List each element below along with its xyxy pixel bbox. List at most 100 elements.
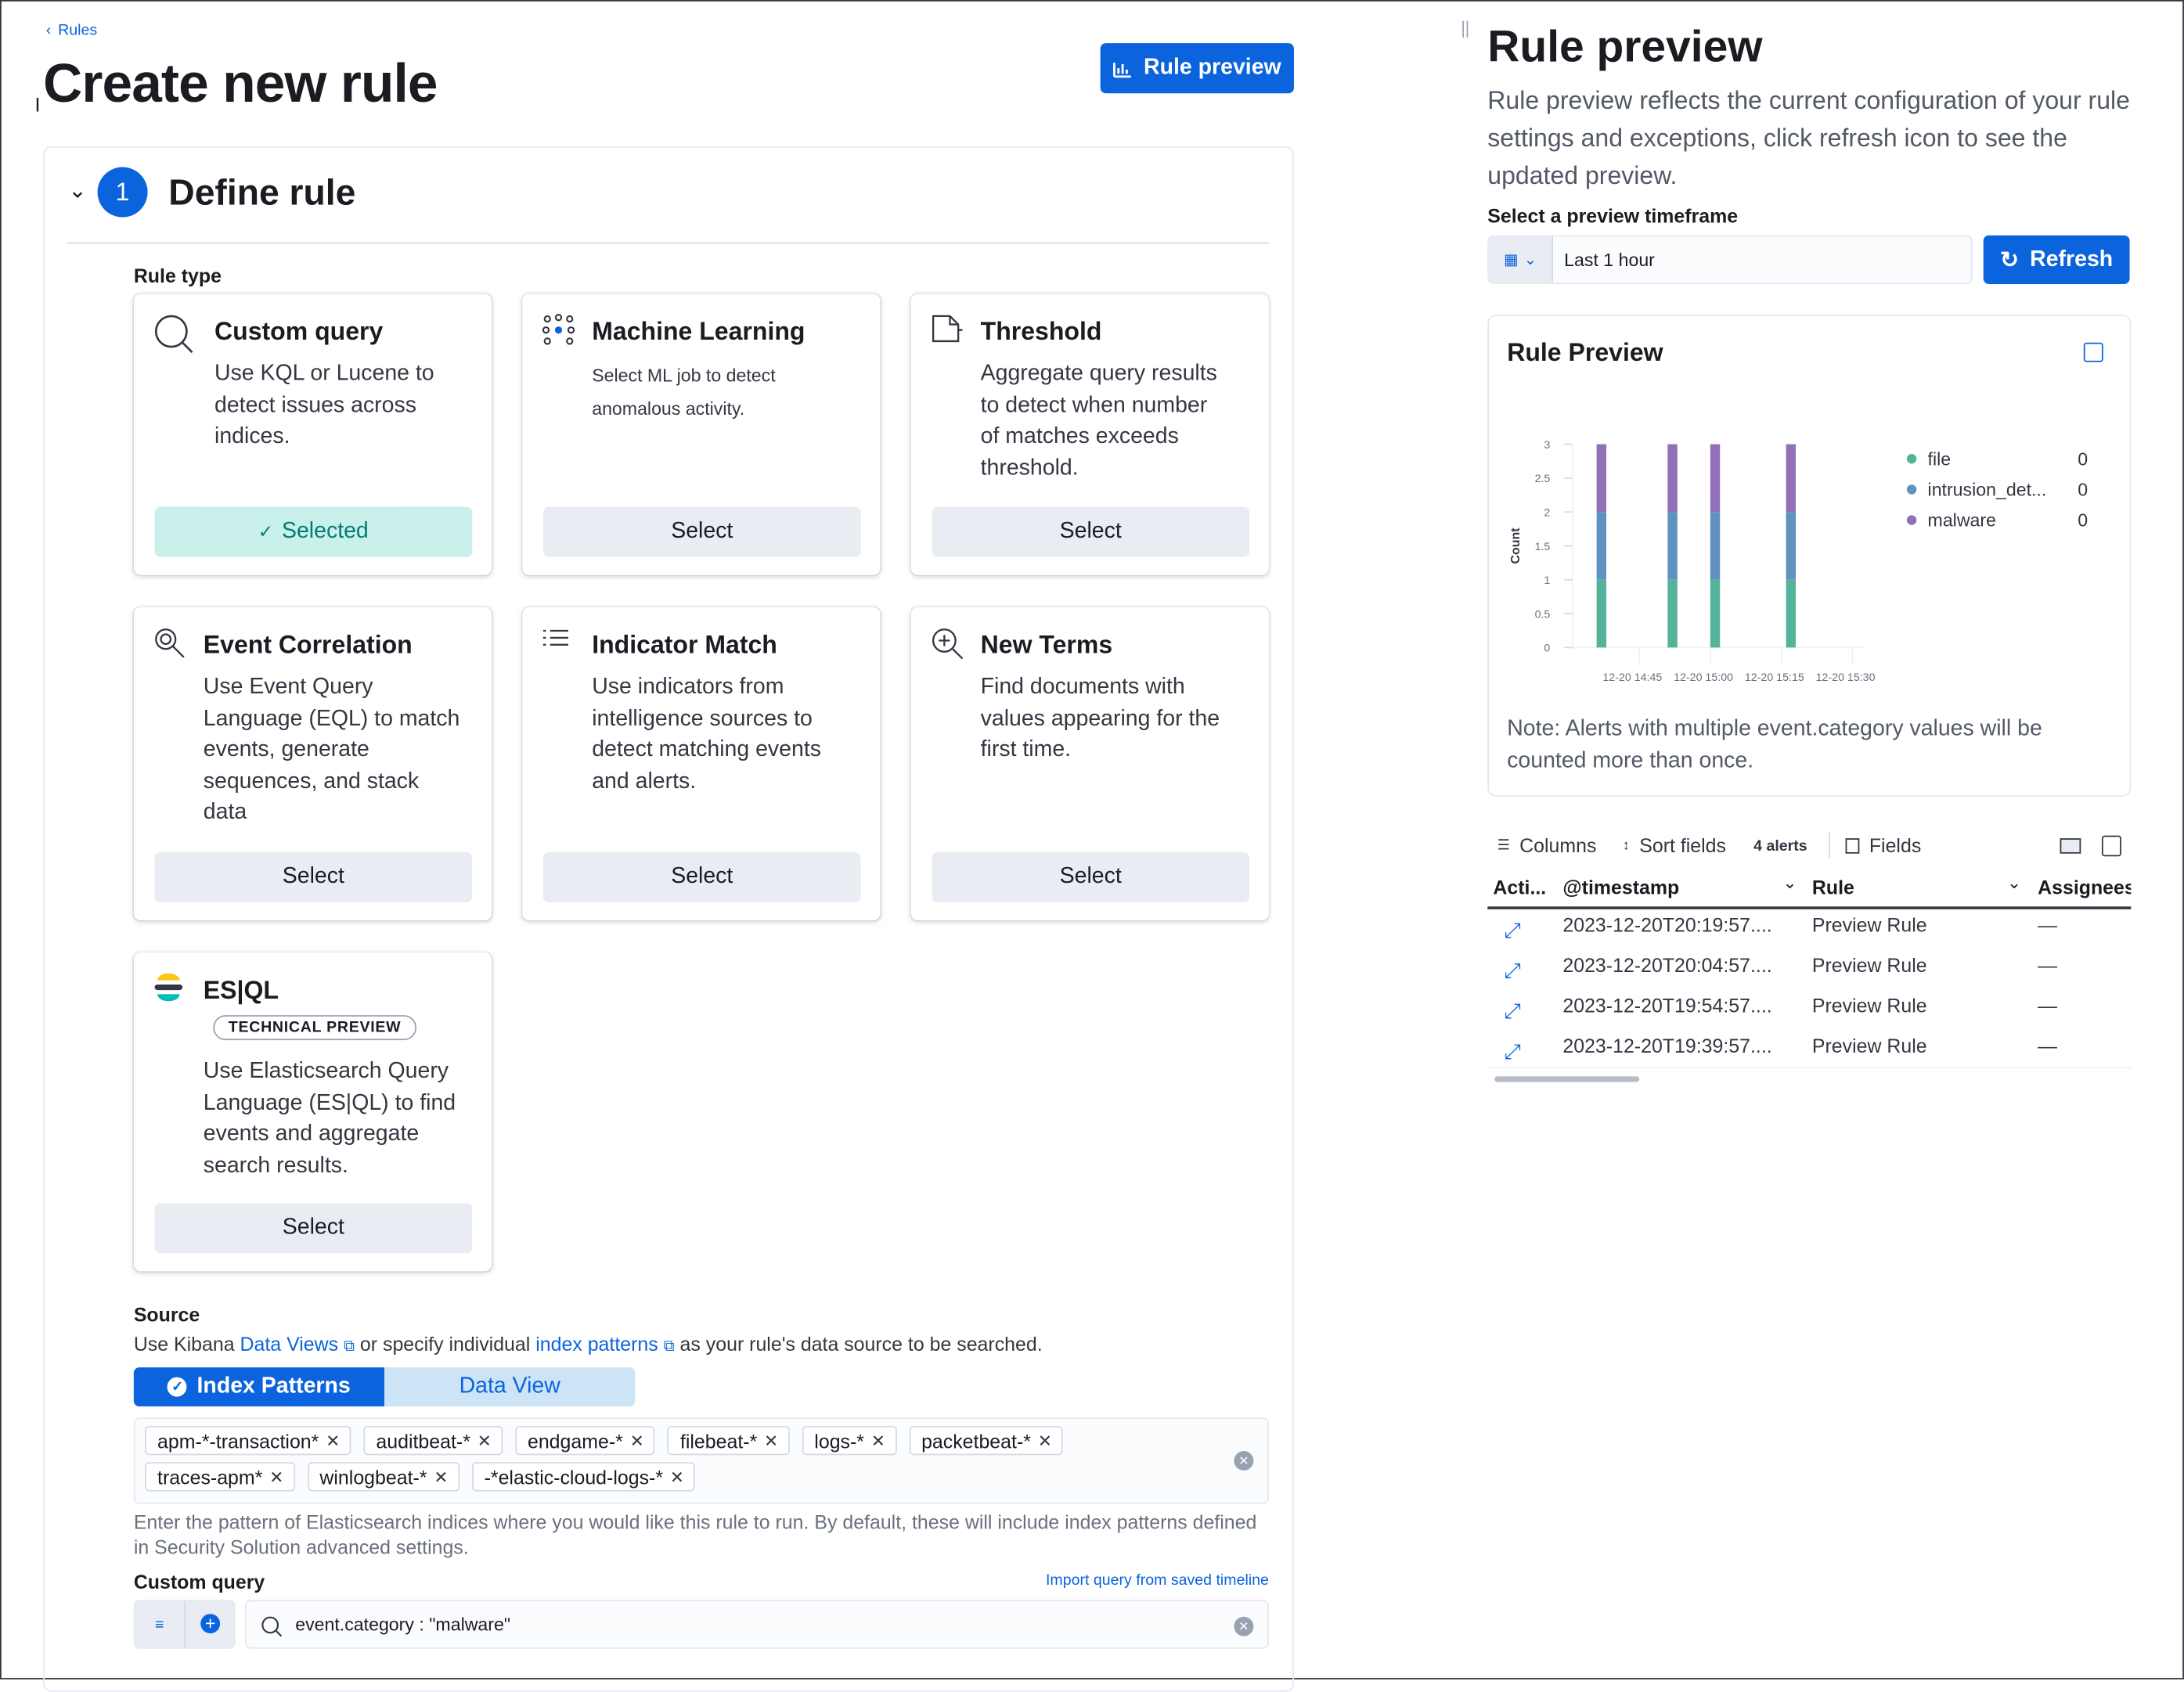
rule-preview-button[interactable]: Rule preview: [1100, 43, 1294, 94]
rule-type-card-event-correlation[interactable]: Event Correlation Use Event Query Languag…: [133, 607, 492, 921]
refresh-label: Refresh: [2030, 247, 2114, 272]
import-query-link[interactable]: Import query from saved timeline: [1045, 1571, 1269, 1589]
description-line: indices.: [214, 424, 290, 448]
column-header-rule[interactable]: Rule: [1811, 876, 1854, 898]
index-patterns-link[interactable]: index patterns ⧉: [535, 1333, 674, 1355]
column-header-assignees[interactable]: Assignees: [2038, 876, 2132, 898]
description-line: Use KQL or Lucene to: [214, 362, 434, 386]
card-description: Use Event Query Language (EQL) to match ev…: [204, 672, 460, 829]
button-label: Select: [282, 1215, 344, 1240]
chip-label: winlogbeat-*: [319, 1465, 427, 1489]
expand-alert-icon[interactable]: ⤢: [1504, 1040, 1522, 1064]
keyboard-icon[interactable]: [2060, 838, 2081, 854]
fields-label: Fields: [1869, 833, 1922, 857]
quick-menu-button[interactable]: ▦ ⌄: [1489, 236, 1553, 283]
inspect-icon[interactable]: [2083, 342, 2103, 362]
select-button[interactable]: Select: [542, 506, 861, 557]
custom-query-input[interactable]: event.category : "malware" ✕: [245, 1600, 1269, 1649]
remove-chip-icon[interactable]: ✕: [434, 1467, 449, 1487]
chevron-down-icon[interactable]: ⌄: [1782, 873, 1797, 893]
expand-alert-icon[interactable]: ⤢: [1504, 919, 1522, 943]
remove-chip-icon[interactable]: ✕: [629, 1431, 644, 1451]
technical-preview-badge: TECHNICAL PREVIEW: [213, 1015, 416, 1041]
remove-chip-icon[interactable]: ✕: [764, 1431, 779, 1451]
sort-icon: ↕: [1622, 837, 1630, 853]
rule-type-card-threshold[interactable]: Threshold Aggregate query results to dete…: [910, 293, 1269, 575]
refresh-button[interactable]: ↻ Refresh: [1983, 235, 2130, 284]
legend-item[interactable]: malware 0: [1906, 504, 2088, 535]
select-button[interactable]: Select: [542, 851, 861, 902]
fullscreen-icon[interactable]: [2101, 835, 2121, 857]
check-icon: ✓: [258, 520, 274, 542]
description-line: anomalous activity.: [592, 398, 745, 419]
column-header-timestamp[interactable]: @timestamp: [1562, 876, 1680, 898]
remove-chip-icon[interactable]: ✕: [326, 1431, 341, 1451]
remove-chip-icon[interactable]: ✕: [477, 1431, 492, 1451]
rule-type-card-es-ql[interactable]: ES|QL TECHNICAL PREVIEW Use Elasticsearc…: [133, 952, 492, 1272]
select-button[interactable]: Select: [154, 851, 473, 902]
chevron-down-icon[interactable]: ⌄: [2006, 873, 2021, 893]
description-line: intelligence sources to: [592, 706, 813, 731]
cell-assignees: —: [2038, 994, 2058, 1017]
index-pattern-chip: apm-*-transaction* ✕: [145, 1426, 351, 1456]
rule-type-label: Rule type: [133, 265, 222, 287]
rule-type-card-machine-learning[interactable]: Machine Learning Select ML job to detect…: [522, 293, 881, 575]
card-description: Use indicators from intelligence sources …: [592, 672, 821, 797]
columns-button[interactable]: ☰ Columns: [1497, 834, 1597, 856]
bar-segment-intrusiondet: [1786, 512, 1797, 580]
expand-alert-icon[interactable]: ⤢: [1504, 959, 1522, 984]
card-description: Use KQL or Lucene to detect issues across…: [214, 359, 434, 453]
bar-segment-malware: [1596, 444, 1607, 513]
horizontal-scrollbar[interactable]: [1494, 1076, 1640, 1082]
legend-value: 0: [2078, 448, 2088, 469]
list-icon: [542, 627, 583, 668]
remove-chip-icon[interactable]: ✕: [669, 1467, 684, 1487]
select-button[interactable]: Select: [932, 506, 1250, 557]
clear-icon[interactable]: ✕: [1234, 1451, 1254, 1471]
tab-index-patterns[interactable]: ✓ Index Patterns: [133, 1367, 385, 1407]
resize-handle[interactable]: [1462, 20, 1469, 38]
list-icon: ☰: [1497, 837, 1510, 853]
index-patterns-combobox[interactable]: apm-*-transaction* ✕ auditbeat-* ✕ endgame-*…: [133, 1417, 1269, 1504]
cell-timestamp: 2023-12-20T20:19:57....: [1562, 913, 1772, 936]
clear-icon[interactable]: ✕: [1234, 1616, 1254, 1636]
legend-item[interactable]: intrusion_det... 0: [1906, 473, 2088, 504]
chart-legend: file 0 intrusion_det... 0 malware 0: [1906, 443, 2088, 535]
expand-alert-icon[interactable]: ⤢: [1504, 999, 1522, 1024]
search-icon: [153, 313, 195, 355]
chip-label: packetbeat-*: [921, 1429, 1031, 1452]
column-header-actions[interactable]: Acti...: [1493, 876, 1547, 898]
index-pattern-chip: winlogbeat-* ✕: [307, 1462, 460, 1492]
remove-chip-icon[interactable]: ✕: [1037, 1431, 1052, 1451]
legend-label: file: [1927, 448, 1952, 469]
legend-item[interactable]: file 0: [1906, 443, 2088, 473]
button-label: Selected: [281, 519, 369, 543]
rule-type-card-custom-query[interactable]: Custom query Use KQL or Lucene to detect …: [133, 293, 492, 575]
rule-type-card-new-terms[interactable]: New Terms Find documents with values appe…: [910, 607, 1269, 921]
filter-icon[interactable]: ≡: [135, 1601, 186, 1647]
sort-fields-button[interactable]: ↕ Sort fields: [1623, 834, 1726, 856]
fields-button[interactable]: Fields: [1845, 833, 1922, 857]
data-views-link[interactable]: Data Views ⧉: [240, 1333, 355, 1355]
tab-data-view[interactable]: Data View: [384, 1367, 636, 1407]
remove-chip-icon[interactable]: ✕: [269, 1467, 284, 1487]
collapse-chevron-icon[interactable]: ⌄: [68, 179, 88, 203]
card-description: Find documents with values appearing for …: [981, 672, 1220, 766]
index-pattern-chip: logs-* ✕: [802, 1426, 897, 1456]
add-filter-icon[interactable]: +: [200, 1614, 221, 1634]
select-button[interactable]: Select: [932, 851, 1250, 902]
selected-button[interactable]: ✓ Selected: [154, 506, 473, 557]
description-line: of matches exceeds: [980, 424, 1179, 448]
y-tick-label: 0.5: [1535, 608, 1551, 621]
remove-chip-icon[interactable]: ✕: [870, 1431, 885, 1451]
back-to-rules-link[interactable]: ‹ Rules: [46, 22, 97, 38]
rule-type-card-indicator-match[interactable]: Indicator Match Use indicators from intel…: [522, 607, 881, 921]
timeframe-picker[interactable]: ▦ ⌄ Last 1 hour: [1487, 235, 1973, 284]
page-title: Create new rule: [43, 54, 438, 114]
preview-title: Rule preview: [1487, 20, 1763, 71]
chevron-down-icon: ⌄: [1523, 252, 1537, 269]
button-label: Select: [1059, 864, 1122, 889]
bar-segment-malware: [1786, 444, 1797, 513]
select-button[interactable]: Select: [154, 1203, 473, 1254]
